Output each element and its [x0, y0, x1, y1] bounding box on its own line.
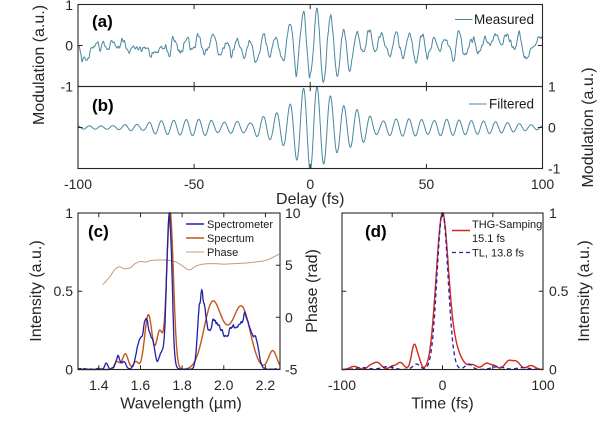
svg-text:THG-Samping: THG-Samping	[472, 219, 542, 231]
svg-text:Phase: Phase	[207, 247, 238, 259]
svg-text:100: 100	[531, 377, 555, 393]
svg-text:1.4: 1.4	[89, 377, 109, 393]
svg-text:0: 0	[306, 176, 314, 192]
svg-text:-1: -1	[61, 79, 74, 95]
svg-text:Measured: Measured	[474, 12, 534, 27]
svg-text:Specrtum: Specrtum	[207, 233, 254, 245]
svg-text:5: 5	[285, 257, 293, 273]
svg-text:(d): (d)	[365, 222, 387, 241]
svg-text:-1: -1	[548, 161, 561, 177]
svg-text:50: 50	[419, 176, 435, 192]
svg-text:TL, 13.8 fs: TL, 13.8 fs	[472, 248, 524, 260]
svg-text:Spectrometer: Spectrometer	[207, 219, 273, 231]
svg-text:1.6: 1.6	[131, 377, 151, 393]
svg-text:-50: -50	[184, 176, 204, 192]
svg-text:2.2: 2.2	[256, 377, 276, 393]
svg-text:Delay (fs): Delay (fs)	[276, 191, 344, 208]
svg-text:0.5: 0.5	[54, 283, 74, 299]
svg-text:-5: -5	[285, 362, 298, 378]
svg-text:-100: -100	[328, 377, 356, 393]
svg-text:100: 100	[531, 176, 555, 192]
svg-text:Time (fs): Time (fs)	[411, 396, 474, 413]
svg-text:0: 0	[548, 120, 556, 136]
svg-text:1: 1	[65, 0, 73, 13]
svg-text:Modulation (a.u.): Modulation (a.u.)	[31, 5, 48, 125]
svg-text:Phase (rad): Phase (rad)	[304, 249, 321, 333]
svg-text:2.0: 2.0	[214, 377, 234, 393]
svg-text:Intensity (a.u.): Intensity (a.u.)	[576, 240, 593, 341]
svg-text:(b): (b)	[92, 96, 114, 115]
svg-text:0: 0	[549, 362, 557, 378]
svg-text:0: 0	[439, 377, 447, 393]
svg-text:1: 1	[65, 205, 73, 221]
svg-text:Intensity (a.u.): Intensity (a.u.)	[28, 240, 45, 341]
svg-text:10: 10	[285, 205, 301, 221]
svg-text:0.5: 0.5	[549, 283, 569, 299]
svg-text:(a): (a)	[92, 12, 113, 31]
svg-text:1: 1	[549, 205, 557, 221]
svg-text:Filtered: Filtered	[489, 97, 534, 112]
svg-text:1.8: 1.8	[172, 377, 192, 393]
svg-text:15.1 fs: 15.1 fs	[472, 233, 506, 245]
svg-text:0: 0	[65, 38, 73, 54]
svg-text:0: 0	[285, 309, 293, 325]
svg-text:1: 1	[548, 79, 556, 95]
svg-text:Modulation (a.u.): Modulation (a.u.)	[580, 67, 597, 187]
svg-text:(c): (c)	[88, 222, 109, 241]
svg-text:Wavelength (µm): Wavelength (µm)	[120, 396, 242, 413]
svg-text:-100: -100	[64, 176, 92, 192]
svg-text:0: 0	[65, 362, 73, 378]
